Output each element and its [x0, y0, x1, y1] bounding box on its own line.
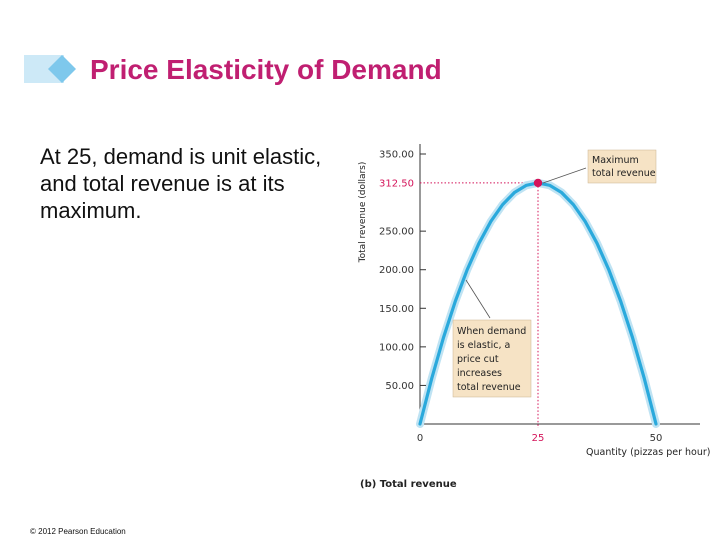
- callout-elastic-line-3: price cut: [457, 354, 499, 365]
- callout-elastic-line-2: is elastic, a: [457, 340, 510, 351]
- callout-maximum: Maximum total revenue: [542, 149, 657, 184]
- y-tick-label: 100.00: [379, 342, 414, 353]
- x-tick-label: 0: [417, 433, 423, 444]
- title-bar: Price Elasticity of Demand: [0, 0, 720, 110]
- callout-maximum-line-2: total revenue: [592, 168, 656, 179]
- y-tick-label: 150.00: [379, 304, 414, 315]
- body-text: At 25, demand is unit elastic, and total…: [40, 144, 322, 223]
- tick-labels: 50.00 100.00 150.00 200.00 250.00 312.50 350.0…: [379, 150, 662, 445]
- copyright-footer: © 2012 Pearson Education: [30, 527, 126, 536]
- callout-maximum-line-1: Maximum: [592, 155, 639, 166]
- callout-elastic: When demand is elastic, a price cut incr…: [452, 279, 532, 398]
- y-tick-label: 200.00: [379, 265, 414, 276]
- x-axis-label: Quantity (pizzas per hour): [586, 447, 710, 458]
- x-tick-label: 25: [532, 433, 545, 444]
- chart-caption: (b) Total revenue: [360, 479, 457, 490]
- callout-elastic-line-1: When demand: [457, 326, 526, 337]
- callout-elastic-line-4: increases: [457, 368, 502, 379]
- revenue-curve: [416, 178, 660, 428]
- y-axis-label: Total revenue (dollars): [358, 162, 368, 264]
- total-revenue-chart: Total revenue (dollars) 50.00 100.00 150.0…: [358, 144, 710, 490]
- y-tick-label: 250.00: [379, 227, 414, 238]
- y-tick-label: 312.50: [379, 178, 414, 189]
- x-tick-label: 50: [650, 433, 663, 444]
- max-point-marker: [533, 178, 543, 188]
- y-tick-label: 350.00: [379, 150, 414, 161]
- y-tick-label: 50.00: [385, 381, 414, 392]
- diamond-icon: [48, 55, 76, 83]
- title-decoration: [24, 55, 76, 83]
- max-guides: [420, 182, 539, 428]
- slide-title: Price Elasticity of Demand: [90, 54, 442, 85]
- callout-elastic-line-5: total revenue: [457, 382, 521, 393]
